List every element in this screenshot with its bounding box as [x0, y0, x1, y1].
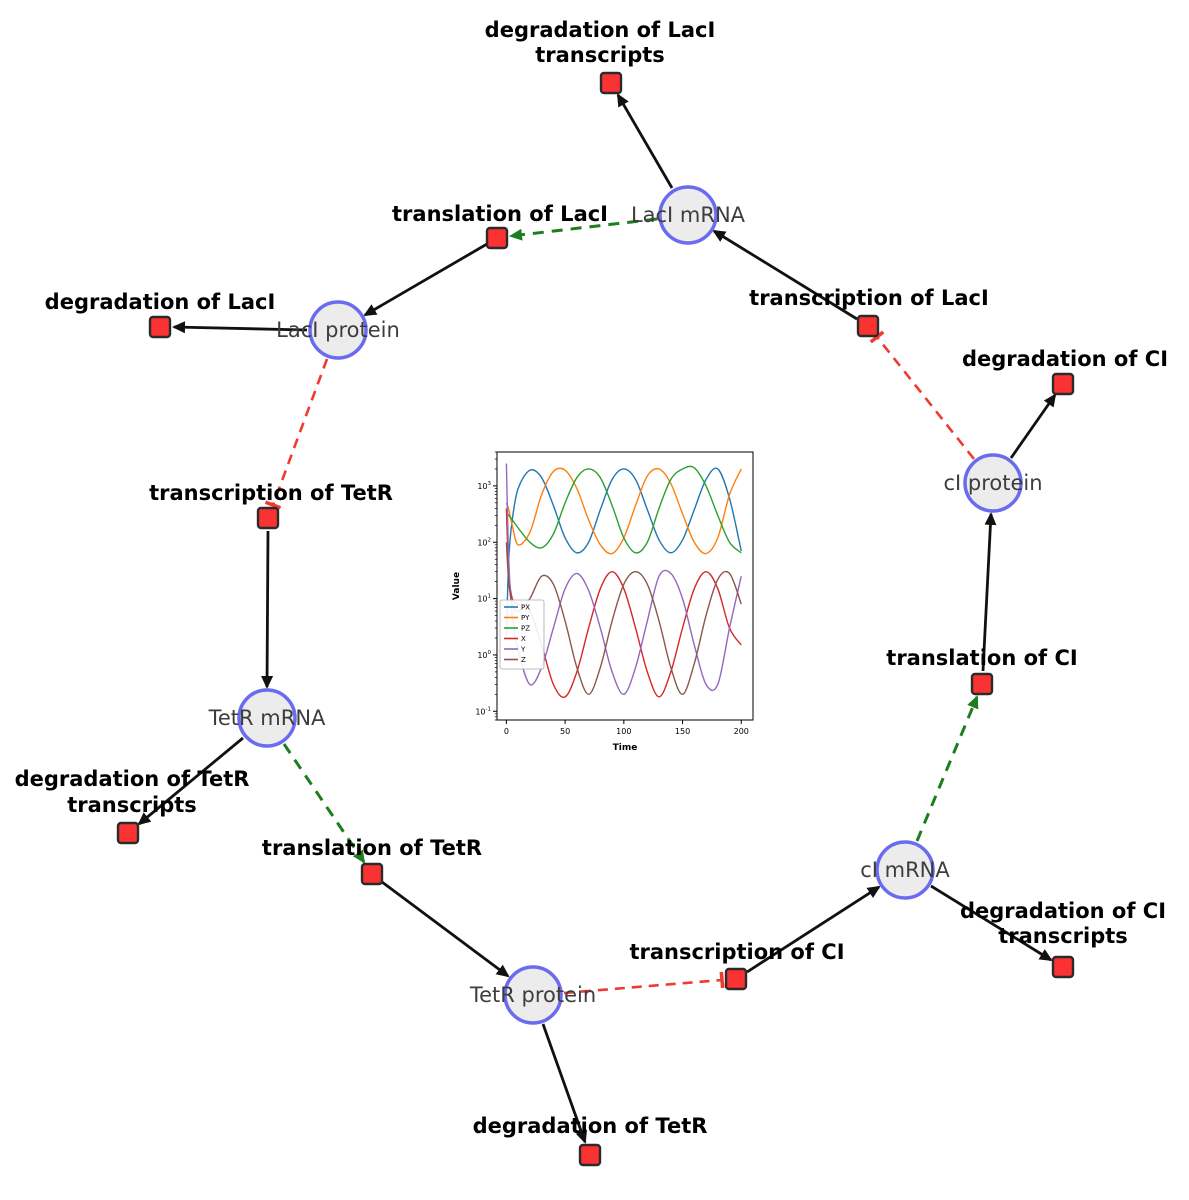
svg-text:103: 103	[477, 481, 491, 491]
simulation-plot-inset: 10-1 100 101 102 103 0 50 100 150 200 Time Value PX P…	[445, 438, 765, 768]
edge-consumption-ci-mrna-to-degradation-of-ci-transcripts	[930, 884, 1053, 962]
legend-label-PZ: PZ	[521, 625, 530, 633]
reaction-node-translation-of-tetr[interactable]	[360, 862, 384, 886]
y-axis-ticks: 10-1 100 101 102 103	[475, 451, 497, 721]
labels-layer: LacI mRNA LacI protein TetR mRNA TetR pr…	[15, 18, 1168, 1138]
species-label-ci-protein: cI protein	[943, 471, 1042, 495]
reaction-label-degradation-of-tetr-transcripts-1: degradation of TetR	[15, 767, 250, 791]
edge-modifier-laci-mrna-to-translation-of-laci	[509, 217, 658, 241]
edge-inhibition-ci-protein-to-transcription-of-laci	[869, 330, 976, 460]
edge-modifier-tetr-mrna-to-translation-of-tetr	[282, 743, 366, 864]
series-line-PZ	[505, 465, 742, 554]
species-node-laci-mrna[interactable]	[658, 185, 718, 245]
reaction-node-degradation-of-tetr[interactable]	[578, 1143, 602, 1167]
species-label-tetr-protein: TetR protein	[469, 983, 596, 1007]
edges-layer	[137, 93, 1057, 1144]
reaction-node-translation-of-laci[interactable]	[485, 226, 509, 250]
edge-production-transcription-laci-to-laci-mrna	[712, 229, 858, 321]
reaction-label-degradation-of-ci-transcripts-2: transcripts	[998, 924, 1128, 948]
chart-legend: PX PY PZ XYZ	[499, 599, 545, 670]
svg-text:10-1: 10-1	[475, 706, 491, 716]
x-axis-ticks: 0 50 100 150 200	[504, 720, 749, 736]
edge-consumption-ci-protein-to-degradation-of-ci	[1009, 393, 1057, 459]
edge-production-translation-ci-to-ci-protein	[981, 512, 997, 672]
legend-label-PX: PX	[521, 604, 530, 612]
species-node-laci-protein[interactable]	[308, 300, 368, 360]
reaction-nodes-layer	[116, 71, 1075, 1167]
reaction-node-degradation-of-tetr-transcripts[interactable]	[116, 821, 140, 845]
reaction-label-degradation-of-ci: degradation of CI	[962, 347, 1168, 371]
edge-consumption-laci-mrna-to-degradation-of-laci-transcripts	[616, 93, 674, 189]
edge-production-translation-tetr-to-tetr-protein	[381, 880, 510, 978]
reaction-label-translation-of-tetr: translation of TetR	[262, 836, 482, 860]
reaction-node-translation-of-ci[interactable]	[970, 672, 994, 696]
legend-label-Y: Y	[520, 646, 526, 654]
reaction-node-transcription-of-tetr[interactable]	[256, 506, 280, 530]
edge-consumption-laci-protein-to-degradation-of-laci	[172, 321, 308, 334]
legend-label-Z: Z	[521, 656, 526, 664]
reaction-label-degradation-of-tetr: degradation of TetR	[473, 1114, 708, 1138]
reaction-node-transcription-of-ci[interactable]	[724, 967, 748, 991]
svg-text:102: 102	[477, 537, 491, 547]
edge-inhibition-tetr-protein-to-transcription-of-ci	[563, 971, 725, 995]
species-node-ci-protein[interactable]	[963, 453, 1023, 513]
svg-text:50: 50	[560, 727, 570, 736]
species-label-laci-mrna: LacI mRNA	[631, 203, 746, 227]
edge-consumption-tetr-mrna-to-degradation-of-tetr-transcripts	[137, 736, 244, 826]
edge-production-transcription-ci-to-ci-mrna	[746, 885, 881, 974]
edge-consumption-tetr-protein-to-degradation-of-tetr	[541, 1023, 587, 1144]
edge-production-translation-laci-to-laci-protein	[363, 242, 488, 317]
reaction-node-degradation-of-laci-transcripts[interactable]	[599, 71, 623, 95]
species-node-tetr-protein[interactable]	[503, 965, 563, 1025]
series-line-Y	[505, 463, 742, 696]
reaction-node-degradation-of-ci-transcripts[interactable]	[1051, 955, 1075, 979]
edge-modifier-ci-mrna-to-translation-of-ci	[915, 695, 979, 842]
reaction-node-degradation-of-ci[interactable]	[1051, 372, 1075, 396]
svg-text:100: 100	[477, 650, 491, 660]
reaction-label-transcription-of-tetr: transcription of TetR	[149, 481, 393, 505]
species-label-laci-protein: LacI protein	[276, 318, 400, 342]
edge-inhibition-laci-protein-to-transcription-of-tetr	[264, 358, 329, 510]
legend-label-PY: PY	[521, 614, 530, 622]
reaction-label-degradation-of-ci-transcripts-1: degradation of CI	[960, 899, 1166, 923]
reaction-label-translation-of-ci: translation of CI	[886, 646, 1077, 670]
legend-label-X: X	[521, 635, 526, 643]
species-label-ci-mrna: cI mRNA	[860, 858, 950, 882]
reaction-label-degradation-of-laci-transcripts-2: transcripts	[535, 43, 665, 67]
reaction-label-transcription-of-laci: transcription of LacI	[749, 286, 989, 310]
reaction-label-degradation-of-laci: degradation of LacI	[45, 290, 276, 314]
series-line-PX	[505, 467, 742, 638]
species-label-tetr-mrna: TetR mRNA	[208, 706, 326, 730]
species-node-ci-mrna[interactable]	[875, 840, 935, 900]
svg-text:150: 150	[675, 727, 690, 736]
reaction-node-degradation-of-laci[interactable]	[148, 315, 172, 339]
edge-production-transcription-tetr-to-tetr-mrna	[261, 530, 274, 689]
svg-text:200: 200	[734, 727, 749, 736]
species-nodes-layer	[237, 185, 1023, 1025]
svg-text:0: 0	[504, 727, 509, 736]
species-node-tetr-mrna[interactable]	[237, 688, 297, 748]
reaction-label-degradation-of-tetr-transcripts-2: transcripts	[67, 793, 197, 817]
reaction-node-transcription-of-laci[interactable]	[856, 314, 880, 338]
y-axis-label: Value	[452, 572, 462, 600]
reaction-label-transcription-of-ci: transcription of CI	[629, 940, 844, 964]
x-axis-label: Time	[613, 743, 638, 753]
svg-text:100: 100	[616, 727, 631, 736]
reaction-label-translation-of-laci: translation of LacI	[392, 202, 608, 226]
reaction-label-degradation-of-laci-transcripts-1: degradation of LacI	[485, 18, 716, 42]
svg-text:101: 101	[477, 594, 491, 604]
